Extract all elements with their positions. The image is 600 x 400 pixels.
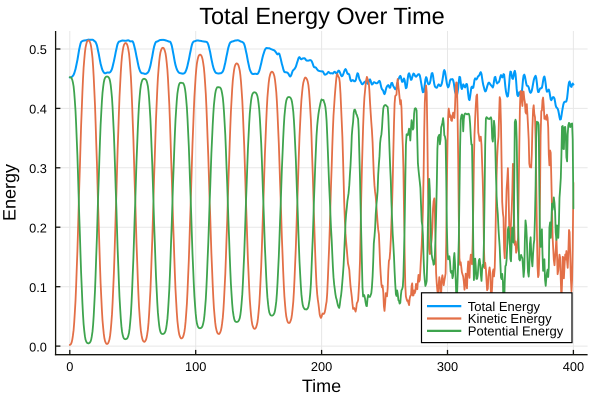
svg-text:0.0: 0.0 bbox=[29, 339, 47, 354]
svg-text:0.1: 0.1 bbox=[29, 280, 47, 295]
svg-text:300: 300 bbox=[437, 359, 458, 374]
svg-text:Energy: Energy bbox=[0, 164, 19, 221]
svg-text:400: 400 bbox=[563, 359, 584, 374]
svg-text:0.2: 0.2 bbox=[29, 220, 47, 235]
svg-text:Kinetic Energy: Kinetic Energy bbox=[468, 311, 552, 326]
svg-text:Potential Energy: Potential Energy bbox=[468, 324, 564, 339]
svg-text:Total Energy Over Time: Total Energy Over Time bbox=[199, 3, 445, 29]
svg-text:Time: Time bbox=[302, 376, 341, 396]
svg-text:Total Energy: Total Energy bbox=[468, 299, 541, 314]
svg-text:0.5: 0.5 bbox=[29, 42, 47, 57]
svg-text:0.3: 0.3 bbox=[29, 161, 47, 176]
svg-text:100: 100 bbox=[185, 359, 206, 374]
svg-text:200: 200 bbox=[311, 359, 332, 374]
svg-text:0: 0 bbox=[66, 359, 73, 374]
svg-text:0.4: 0.4 bbox=[29, 102, 47, 117]
